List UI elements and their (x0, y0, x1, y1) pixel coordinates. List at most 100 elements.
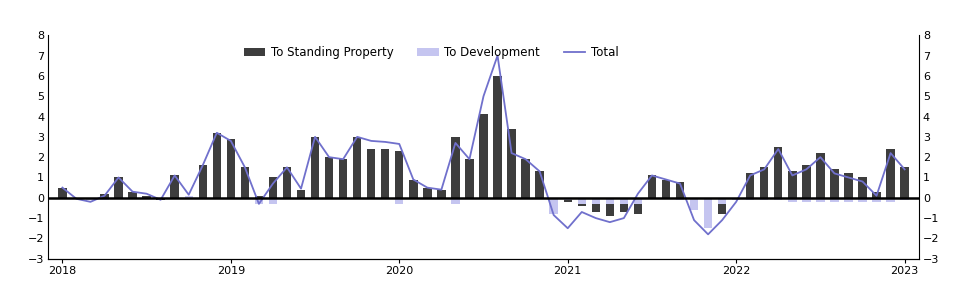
Bar (521, 159, 530, 198)
Total (225, 139, 237, 143)
Bar (704, 198, 713, 210)
Bar (859, 198, 866, 202)
Bar (269, 178, 278, 198)
Bar (648, 176, 657, 198)
Bar (732, 198, 741, 200)
Bar (465, 159, 474, 198)
Bar (788, 171, 797, 198)
Bar (605, 198, 614, 216)
Bar (732, 198, 741, 200)
Bar (620, 198, 629, 204)
Bar (718, 198, 726, 204)
Bar (86, 198, 95, 200)
Bar (774, 198, 782, 200)
Total (702, 233, 714, 236)
Bar (101, 194, 108, 198)
Bar (396, 198, 403, 204)
Bar (493, 76, 502, 198)
Bar (269, 198, 278, 204)
Bar (241, 167, 249, 198)
Bar (185, 196, 193, 198)
Bar (114, 178, 123, 198)
Bar (452, 198, 459, 204)
Bar (689, 198, 698, 208)
Bar (409, 180, 418, 198)
Total (814, 156, 826, 159)
Legend: To Standing Property, To Development, Total: To Standing Property, To Development, To… (239, 41, 624, 64)
Bar (254, 196, 263, 198)
Bar (592, 198, 600, 212)
Bar (353, 137, 362, 198)
Bar (816, 198, 825, 202)
Bar (282, 167, 291, 198)
Line: Total: Total (63, 56, 904, 234)
Bar (86, 198, 95, 200)
Bar (564, 198, 571, 202)
Bar (396, 151, 403, 198)
Bar (170, 176, 179, 198)
Bar (872, 192, 881, 198)
Total (57, 186, 69, 189)
Bar (633, 198, 642, 204)
Bar (254, 198, 263, 204)
Bar (718, 198, 726, 214)
Bar (577, 198, 586, 206)
Bar (844, 173, 853, 198)
Bar (549, 198, 558, 214)
Bar (536, 171, 543, 198)
Bar (605, 198, 614, 204)
Bar (367, 149, 375, 198)
Bar (887, 198, 894, 202)
Bar (859, 178, 866, 198)
Bar (142, 196, 151, 198)
Bar (381, 149, 390, 198)
Bar (480, 114, 487, 198)
Bar (508, 129, 515, 198)
Bar (774, 147, 782, 198)
Bar (157, 198, 164, 200)
Bar (788, 198, 797, 202)
Bar (760, 198, 769, 200)
Bar (803, 165, 810, 198)
Bar (746, 198, 754, 200)
Bar (101, 198, 108, 200)
Bar (633, 198, 642, 214)
Bar (661, 180, 670, 198)
Bar (746, 173, 754, 198)
Total (253, 202, 265, 206)
Bar (564, 198, 571, 200)
Bar (325, 157, 334, 198)
Bar (704, 198, 713, 228)
Bar (831, 198, 838, 202)
Bar (577, 198, 586, 204)
Bar (844, 198, 853, 202)
Bar (887, 149, 894, 198)
Bar (437, 190, 446, 198)
Bar (872, 198, 881, 202)
Bar (689, 198, 698, 210)
Total (898, 168, 910, 171)
Bar (73, 198, 80, 199)
Bar (900, 198, 909, 200)
Bar (676, 198, 685, 200)
Bar (816, 153, 825, 198)
Total (520, 157, 532, 161)
Total (576, 210, 588, 214)
Bar (620, 198, 629, 212)
Bar (213, 133, 221, 198)
Bar (338, 159, 347, 198)
Bar (129, 192, 136, 198)
Bar (297, 190, 306, 198)
Bar (198, 165, 207, 198)
Bar (58, 188, 67, 198)
Bar (676, 181, 685, 198)
Total (351, 135, 363, 138)
Bar (424, 188, 431, 198)
Bar (592, 198, 600, 204)
Total (492, 54, 504, 57)
Bar (452, 137, 459, 198)
Bar (831, 169, 838, 198)
Bar (760, 167, 769, 198)
Bar (900, 167, 909, 198)
Bar (310, 137, 319, 198)
